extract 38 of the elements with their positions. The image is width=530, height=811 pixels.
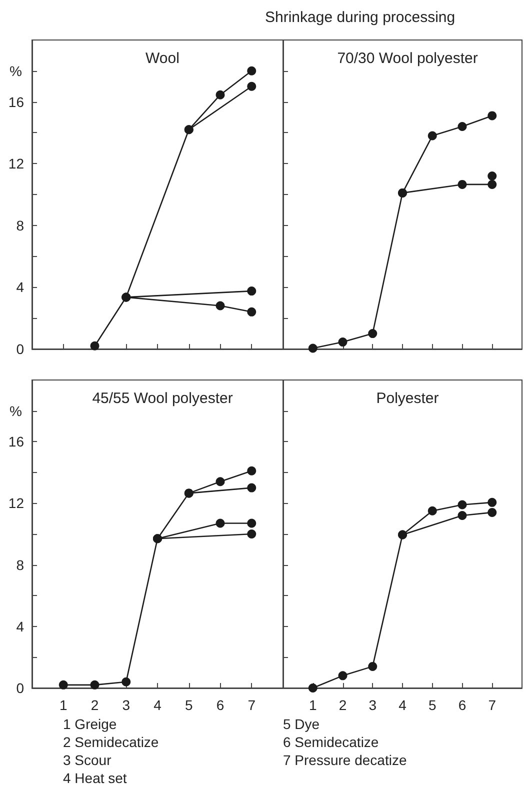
y-tick-label: 0 xyxy=(16,680,24,696)
x-tick-label: 1 xyxy=(59,697,68,713)
y-tick-label: 12 xyxy=(8,495,24,512)
x-tick-label: 2 xyxy=(90,697,99,713)
x-tick-label: 3 xyxy=(122,697,130,713)
text: 45/55 Wool polyester xyxy=(92,390,233,407)
y-axis-title: % xyxy=(10,63,22,79)
x-tick-label: 2 xyxy=(338,697,347,713)
y-tick-label: 8 xyxy=(16,217,24,234)
x-tick-label: 4 xyxy=(398,697,407,713)
y-tick-label: 12 xyxy=(8,156,24,172)
x-tick-label: 5 xyxy=(184,697,193,713)
x-tick-label: 7 xyxy=(248,697,256,713)
y-tick-label: 8 xyxy=(16,556,24,573)
y-tick-label: 0 xyxy=(16,341,24,357)
text: 3 Scour xyxy=(63,752,112,768)
x-tick-label: 7 xyxy=(488,697,496,713)
text: Wool xyxy=(146,50,180,67)
y-tick-label: 4 xyxy=(16,279,24,296)
text: 4 Heat set xyxy=(63,770,127,786)
text: 5 Dye xyxy=(283,716,320,732)
text: 70/30 Wool polyester xyxy=(337,50,478,67)
x-tick-label: 5 xyxy=(428,697,436,713)
x-tick-label: 6 xyxy=(216,697,224,713)
x-tick-label: 4 xyxy=(154,697,162,713)
text: 2 Semidecatize xyxy=(63,734,159,750)
text: Shrinkage during processing xyxy=(264,9,456,26)
text: 1 Greige xyxy=(63,716,117,732)
x-tick-label: 3 xyxy=(368,697,377,713)
y-axis-title: % xyxy=(10,403,22,419)
text: 7 Pressure decatize xyxy=(283,752,407,768)
x-tick-label: 6 xyxy=(458,697,466,713)
y-tick-label: 4 xyxy=(16,618,24,634)
y-tick-label: 16 xyxy=(8,434,24,450)
text: 6 Semidecatize xyxy=(283,734,379,750)
x-tick-label: 1 xyxy=(308,697,317,713)
y-tick-label: 16 xyxy=(8,94,24,110)
text: Polyester xyxy=(376,390,439,407)
